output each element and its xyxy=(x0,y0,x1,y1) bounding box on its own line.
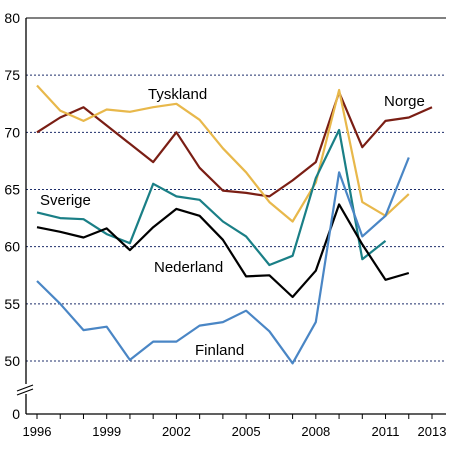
axis-break-mark xyxy=(16,384,34,392)
series-line-norge xyxy=(36,91,433,198)
x-tick-label: 2011 xyxy=(372,424,400,439)
y-tick-label: 55 xyxy=(4,296,20,312)
gridlines xyxy=(26,17,446,362)
x-tick-label: 2008 xyxy=(301,424,330,439)
x-tick-label: 1996 xyxy=(23,424,52,439)
y-tick-label: 80 xyxy=(4,10,20,26)
series-labels: Tyskland Norge Sverige Nederland Finland xyxy=(40,86,425,359)
series-line-nederland xyxy=(36,203,410,299)
y-axis-ticks: 0 50 55 60 65 70 75 80 xyxy=(4,10,20,422)
y-tick-label: 75 xyxy=(4,67,20,83)
y-tick-label: 70 xyxy=(4,124,20,140)
axes xyxy=(16,17,446,415)
series-label-sverige: Sverige xyxy=(40,192,91,209)
x-tick-label: 2013 xyxy=(418,424,447,439)
series-label-tyskland: Tyskland xyxy=(148,86,207,103)
axis-break-gap xyxy=(20,384,32,394)
series-line-sverige xyxy=(36,128,387,267)
series-label-nederland: Nederland xyxy=(154,259,223,276)
series-label-finland: Finland xyxy=(195,342,244,359)
series-lines xyxy=(36,84,433,365)
x-tick-label: 2005 xyxy=(232,424,261,439)
y-tick-label: 65 xyxy=(4,182,20,198)
y-tick-label: 0 xyxy=(12,406,20,422)
axis-break-mark xyxy=(16,388,34,396)
series-label-norge: Norge xyxy=(384,93,425,110)
x-axis-ticks: 1996 1999 2002 2005 2008 2011 2013 xyxy=(23,414,447,439)
y-tick-label: 60 xyxy=(4,239,20,255)
series-line-tyskland xyxy=(36,84,410,223)
series-line-finland xyxy=(36,157,410,365)
x-tick-label: 2002 xyxy=(162,424,191,439)
y-tick-label: 50 xyxy=(4,353,20,369)
x-tick-label: 1999 xyxy=(92,424,121,439)
